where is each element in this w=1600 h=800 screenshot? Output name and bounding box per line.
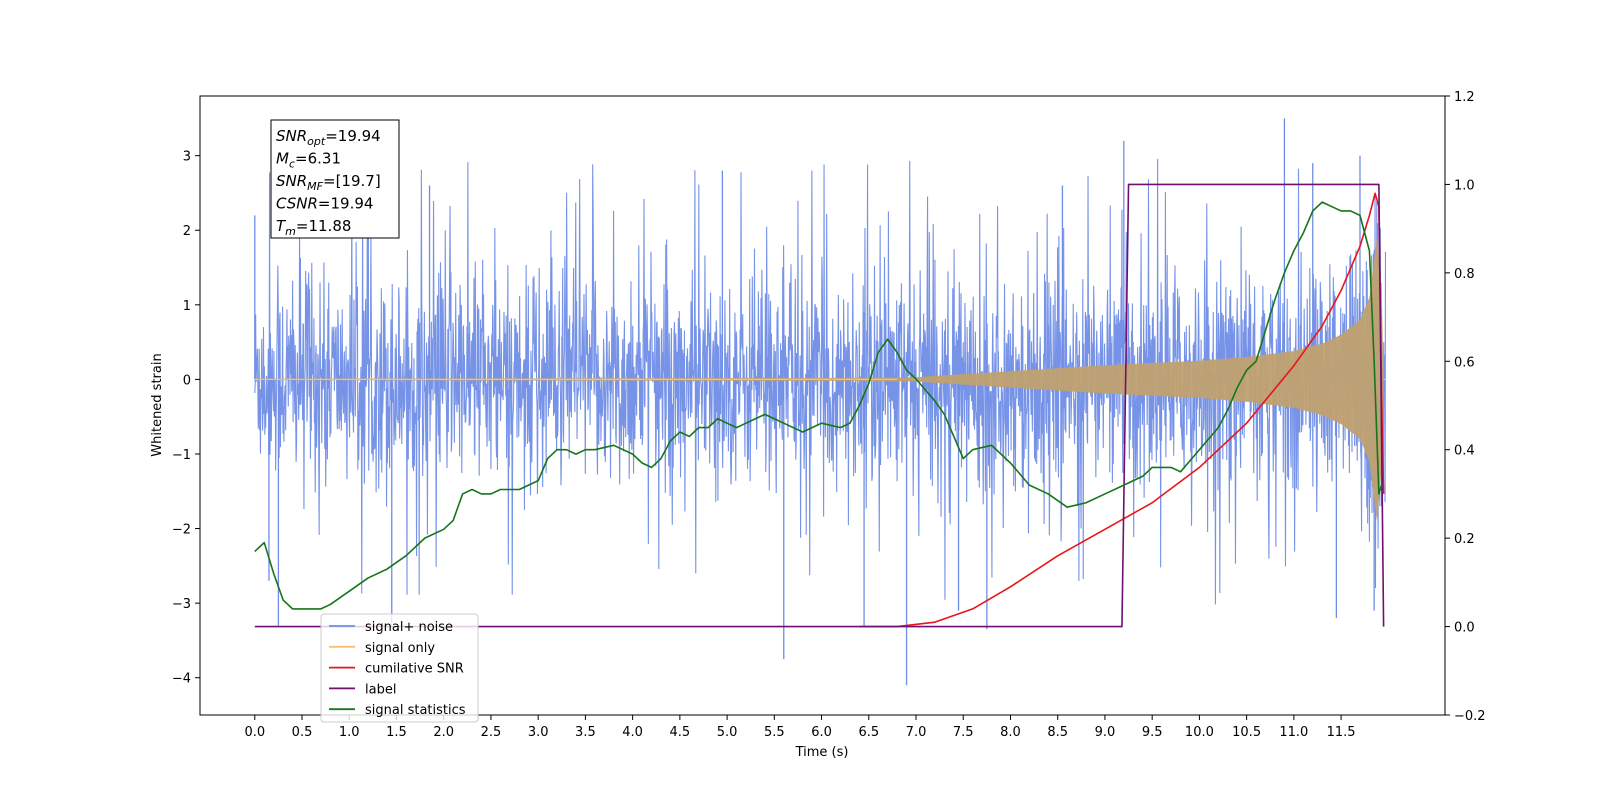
info-symbol: CSNR [276, 195, 318, 213]
info-subscript: m [285, 225, 296, 238]
x-tick-label: 5.0 [717, 725, 738, 740]
info-box: SNRopt=19.94Mc=6.31SNRMF=[19.7]CSNR=19.9… [270, 119, 400, 239]
y-tick-label: −1 [172, 448, 191, 463]
info-symbol: T [276, 217, 287, 235]
y-tick-label: 1 [183, 299, 191, 314]
x-tick-label: 9.0 [1095, 725, 1116, 740]
plot-frame [199, 95, 1446, 716]
legend-label: cumilative SNR [365, 662, 464, 677]
y2-tick-label: 1.0 [1454, 178, 1475, 193]
signal-only-series [254, 237, 1386, 522]
y2-tick-label: −0.2 [1454, 709, 1486, 724]
x-tick-label: 4.0 [622, 725, 643, 740]
y-axis-label: Whitened strain [150, 353, 165, 456]
x-tick-label: 0.0 [244, 725, 265, 740]
y2-tick-label: 0.0 [1454, 621, 1475, 636]
y-tick-label: −4 [172, 672, 191, 687]
info-subscript: MF [307, 180, 323, 193]
legend-label: signal only [365, 641, 435, 656]
signal-statistics-line [254, 201, 1383, 610]
signal-plus-noise-series [254, 118, 1387, 686]
x-tick-label: 6.0 [811, 725, 832, 740]
info-value: =19.94 [325, 127, 381, 145]
info-subscript: c [289, 158, 295, 171]
legend-frame [320, 613, 479, 723]
info-line: Tm=11.88 [276, 217, 351, 238]
x-tick-label: 9.5 [1142, 725, 1163, 740]
info-value: =19.94 [318, 195, 374, 213]
legend-label: signal statistics [365, 703, 466, 718]
y2-tick-label: 1.2 [1454, 90, 1475, 105]
y2-tick-label: 0.6 [1454, 355, 1475, 370]
x-tick-label: 3.5 [575, 725, 596, 740]
x-tick-label: 10.5 [1232, 725, 1261, 740]
info-value: =6.31 [295, 150, 341, 168]
info-line: SNRopt=19.94 [276, 127, 381, 148]
legend-label: signal+ noise [365, 620, 453, 635]
info-value: =11.88 [296, 217, 352, 235]
y2-tick-label: 0.4 [1454, 444, 1475, 459]
x-tick-label: 1.5 [386, 725, 407, 740]
y-axis-left: 3 2 1 0 −1 −2 −3 −4 [172, 150, 200, 687]
x-tick-label: 11.5 [1327, 725, 1356, 740]
info-symbol: SNR [276, 127, 307, 145]
x-axis: 0.0 0.5 1.0 1.5 2.0 2.5 3.0 3.5 4.0 4.5 5.0 5.5 6.0 6… [244, 715, 1356, 740]
y-tick-label: 3 [183, 150, 191, 165]
info-line: Mc=6.31 [276, 150, 341, 171]
x-tick-label: 2.5 [481, 725, 502, 740]
cumilative-snr-line [859, 192, 1385, 628]
y-tick-label: 2 [183, 224, 191, 239]
x-tick-label: 8.5 [1047, 725, 1068, 740]
y-axis-right: 1.2 1.0 0.8 0.6 0.4 0.2 0.0 −0.2 [1445, 90, 1486, 724]
info-box-frame [270, 119, 400, 239]
x-tick-label: 5.5 [764, 725, 785, 740]
legend: signal+ noise signal only cumilative SNR la… [320, 613, 479, 723]
x-axis-label: Time (s) [795, 745, 849, 760]
y-tick-label: 0 [183, 373, 191, 388]
x-tick-label: 6.5 [858, 725, 879, 740]
info-value: =[19.7] [323, 172, 381, 190]
x-tick-label: 7.5 [953, 725, 974, 740]
info-subscript: opt [307, 135, 326, 148]
x-tick-label: 4.5 [670, 725, 691, 740]
x-tick-label: 7.0 [906, 725, 927, 740]
y2-tick-label: 0.2 [1454, 532, 1475, 547]
x-tick-label: 3.0 [528, 725, 549, 740]
info-symbol: M [276, 150, 289, 168]
label-line [254, 183, 1385, 628]
right-axis-series [254, 183, 1385, 628]
info-line: SNRMF=[19.7] [276, 172, 381, 193]
info-symbol: SNR [276, 172, 307, 190]
y-tick-label: −3 [172, 597, 191, 612]
x-tick-label: 2.0 [433, 725, 454, 740]
x-tick-label: 10.0 [1185, 725, 1214, 740]
x-tick-label: 11.0 [1279, 725, 1308, 740]
y-tick-label: −2 [172, 523, 191, 538]
x-tick-label: 8.0 [1000, 725, 1021, 740]
x-tick-label: 0.5 [292, 725, 313, 740]
info-line: CSNR=19.94 [276, 195, 373, 213]
y2-tick-label: 0.8 [1454, 267, 1475, 282]
legend-label: label [365, 682, 396, 697]
x-tick-label: 1.0 [339, 725, 360, 740]
